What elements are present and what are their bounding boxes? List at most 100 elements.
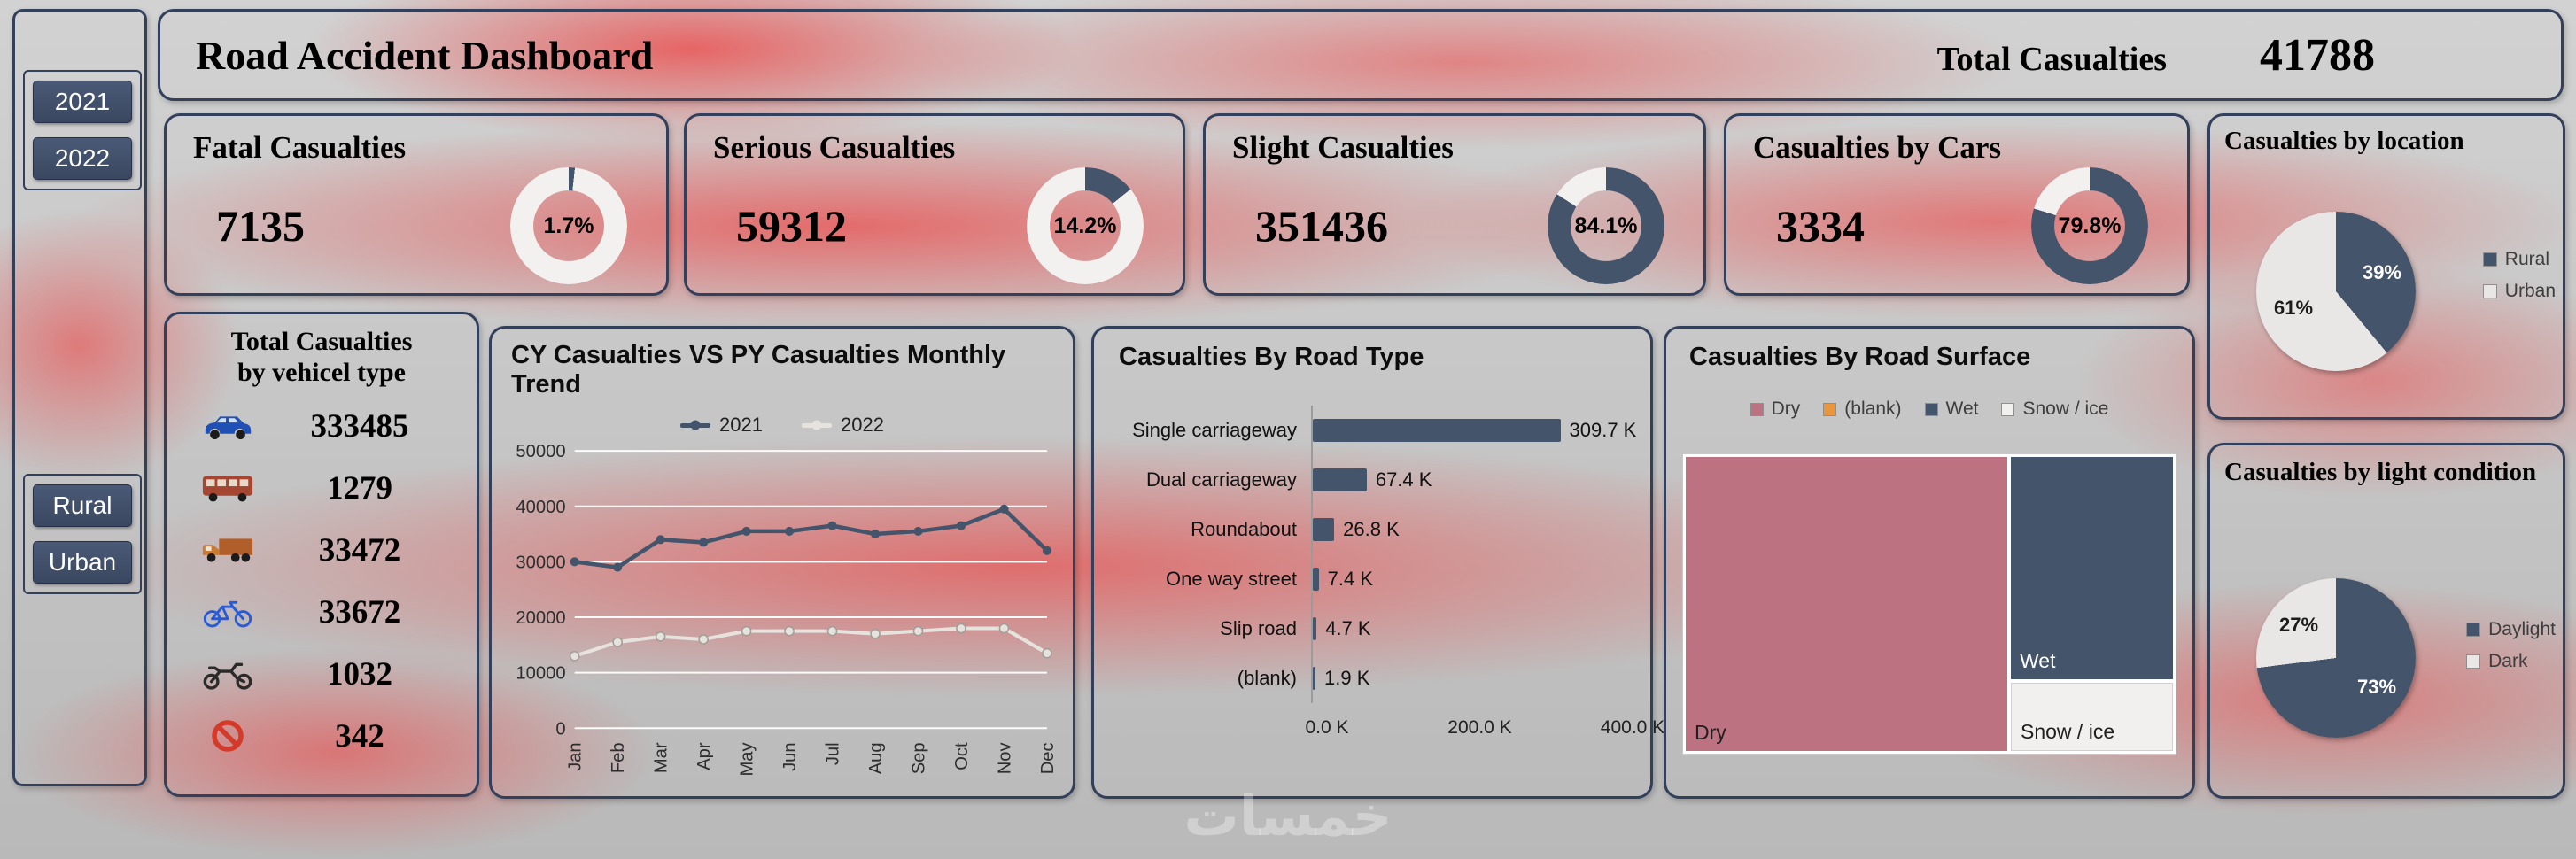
data-point-marker[interactable] <box>613 562 623 572</box>
data-point-marker[interactable] <box>870 628 881 639</box>
data-point-marker[interactable] <box>784 625 795 637</box>
vehicle-table-row[interactable]: 342 <box>175 705 468 767</box>
bar-track: 7.4 K <box>1311 554 1633 604</box>
legend-item-wet[interactable]: Wet <box>1924 399 1978 420</box>
kpi-donut-chart[interactable]: 79.8% <box>2031 167 2148 284</box>
data-point-marker[interactable] <box>655 631 666 642</box>
data-point-marker[interactable] <box>570 557 579 567</box>
treemap-block-snow-ice[interactable]: Snow / ice <box>2011 683 2173 751</box>
kpi-donut-chart[interactable]: 84.1% <box>1548 167 1664 284</box>
vehicle-table-row[interactable]: 33472 <box>175 519 468 581</box>
bar-track: 309.7 K <box>1311 406 1636 455</box>
bar-row-roundabout[interactable]: Roundabout 26.8 K <box>1112 505 1633 554</box>
chart-title: Casualties by light condition <box>2224 458 2537 486</box>
bar-row-single-carriageway[interactable]: Single carriageway 309.7 K <box>1112 406 1636 455</box>
kpi-donut-chart[interactable]: 1.7% <box>510 167 627 284</box>
y-axis-tick-label: 50000 <box>516 442 565 461</box>
bicycle-icon <box>190 594 266 630</box>
bar-row-slip-road[interactable]: Slip road 4.7 K <box>1112 604 1633 654</box>
x-axis-tick-label: Aug <box>866 742 886 774</box>
total-casualties-value: 41788 <box>2260 29 2375 81</box>
legend-item-snow-ice[interactable]: Snow / ice <box>2001 399 2108 420</box>
bar-category-label: Slip road <box>1220 617 1297 639</box>
road-surface-panel: Casualties By Road Surface Dry (blank) Wet… <box>1664 326 2195 799</box>
kpi-card-serious-casualties: Serious Casualties 59312 14.2% <box>684 113 1185 296</box>
bar-category-label: Roundabout <box>1191 518 1297 540</box>
data-point-marker[interactable] <box>870 529 881 539</box>
location-pie-chart[interactable]: 39% 61% <box>2256 212 2416 371</box>
kpi-donut-chart[interactable]: 14.2% <box>1027 167 1144 284</box>
data-point-marker[interactable] <box>1042 647 1052 659</box>
kpi-title: Fatal Casualties <box>193 130 407 165</box>
page-title: Road Accident Dashboard <box>196 32 654 78</box>
area-rural-button[interactable]: Rural <box>33 484 132 527</box>
legend-item-2022[interactable]: 2022 <box>802 414 884 437</box>
legend-item-urban[interactable]: Urban <box>2482 281 2556 302</box>
chart-title: Casualties By Road Type <box>1119 343 1424 371</box>
line-chart-area[interactable]: 0 10000 20000 30000 40000 50000 Jan Feb Mar Apr Ma… <box>504 442 1060 800</box>
legend-swatch <box>2466 623 2481 637</box>
legend-item-dark[interactable]: Dark <box>2466 651 2556 672</box>
data-point-marker[interactable] <box>569 650 580 662</box>
bar-row-blank[interactable]: (blank) 1.9 K <box>1112 654 1633 703</box>
data-point-marker[interactable] <box>826 625 838 637</box>
bar[interactable] <box>1313 518 1335 541</box>
legend-swatch <box>2466 654 2481 669</box>
treemap-label: Wet <box>2020 649 2056 673</box>
data-point-marker[interactable] <box>956 521 966 530</box>
data-point-marker[interactable] <box>998 623 1010 634</box>
data-point-marker[interactable] <box>1042 546 1052 555</box>
legend-item-2021[interactable]: 2021 <box>680 414 763 437</box>
legend-swatch <box>1924 402 1938 416</box>
treemap-label: Snow / ice <box>2021 720 2115 743</box>
year-2021-button[interactable]: 2021 <box>33 81 132 123</box>
legend-item-blank[interactable]: (blank) <box>1823 399 1902 420</box>
legend-line-swatch <box>802 420 832 430</box>
data-point-marker[interactable] <box>956 623 966 634</box>
legend-item-daylight[interactable]: Daylight <box>2466 619 2556 640</box>
legend-item-dry[interactable]: Dry <box>1750 399 1800 420</box>
treemap-block-dry[interactable]: Dry <box>1686 457 2007 751</box>
legend-label: Rural <box>2504 249 2549 269</box>
area-urban-button[interactable]: Urban <box>33 541 132 584</box>
bar[interactable] <box>1313 419 1561 442</box>
bar-category-label: Single carriageway <box>1132 419 1297 441</box>
light-condition-pie-chart[interactable]: 73% 27% <box>2256 578 2416 738</box>
data-point-marker[interactable] <box>699 538 709 547</box>
filter-sidebar: 2021 2022 Rural Urban <box>12 9 147 786</box>
legend-item-rural[interactable]: Rural <box>2482 249 2556 270</box>
treemap-block-wet[interactable]: Wet <box>2011 457 2173 680</box>
vehicle-table-row[interactable]: 33672 <box>175 581 468 643</box>
data-point-marker[interactable] <box>656 535 665 545</box>
light-condition-legend: Daylight Dark <box>2466 619 2556 672</box>
data-point-marker[interactable] <box>785 526 795 536</box>
bar[interactable] <box>1313 468 1367 491</box>
legend-marker-dot <box>690 420 701 430</box>
year-2022-button[interactable]: 2022 <box>33 137 132 180</box>
bar-value-label: 1.9 K <box>1324 667 1370 689</box>
series-line-2021[interactable] <box>572 507 1050 569</box>
vehicle-table-row[interactable]: 1032 <box>175 643 468 705</box>
data-point-marker[interactable] <box>741 625 752 637</box>
x-axis-tick-label: Sep <box>910 742 929 774</box>
vehicle-table-row[interactable]: 1279 <box>175 457 468 519</box>
bar[interactable] <box>1313 568 1319 591</box>
series-line-2022[interactable] <box>572 626 1049 658</box>
data-point-marker[interactable] <box>741 526 751 536</box>
bar[interactable] <box>1313 617 1317 640</box>
y-axis-tick-label: 0 <box>555 719 565 739</box>
vehicle-table-row[interactable]: 333485 <box>175 395 468 457</box>
bar-row-one-way-street[interactable]: One way street 7.4 K <box>1112 554 1633 604</box>
data-point-marker[interactable] <box>999 504 1009 514</box>
bar[interactable] <box>1313 667 1315 690</box>
bar-value-label: 67.4 K <box>1375 468 1432 491</box>
legend-label: 2021 <box>719 414 763 436</box>
data-point-marker[interactable] <box>827 521 837 530</box>
bar-row-dual-carriageway[interactable]: Dual carriageway 67.4 K <box>1112 455 1633 505</box>
treemap-area[interactable]: Dry Wet Snow / ice <box>1682 453 2176 755</box>
data-point-marker[interactable] <box>698 634 709 645</box>
data-point-marker[interactable] <box>612 637 623 647</box>
monthly-trend-svg[interactable]: 0 10000 20000 30000 40000 50000 Jan Feb Mar Apr Ma… <box>504 442 1060 800</box>
data-point-marker[interactable] <box>912 625 924 637</box>
data-point-marker[interactable] <box>913 526 923 536</box>
